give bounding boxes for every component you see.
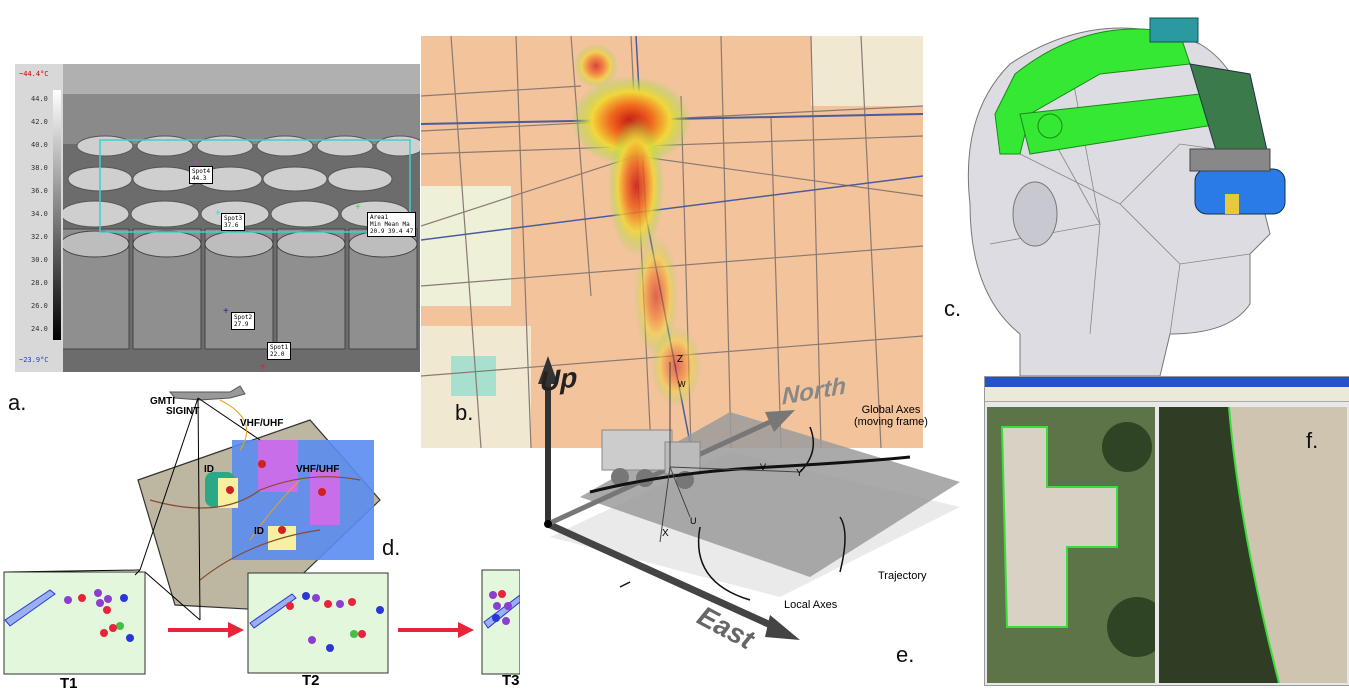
tracking-diagram-panel: GMTI SIGINT VHF/UHF VHF/UHF ID ID T1 T2 [0,380,521,692]
head-mounted-device-panel [950,4,1336,377]
scale-min: ~23.9°C [19,356,49,364]
axis-v: V [760,462,767,472]
id-label-bottom: ID [254,526,264,537]
spot-label: Spot3 37.6 [221,213,246,231]
panel-letter-c: c. [944,296,962,321]
scale-tick: 26.0 [31,302,48,310]
scale-max: ~44.4°C [19,70,49,78]
area-values: 20.9 39.4 47 [370,228,414,235]
frame-label-t1: T1 [60,675,78,692]
axis-w: W [678,380,686,389]
id-label-top: ID [204,464,214,475]
scale-tick: 24.0 [31,325,48,333]
panel-letter-e: e. [896,642,915,667]
scale-tick: 38.0 [31,164,48,172]
vhf-uhf-label-top: VHF/UHF [240,418,284,429]
panel-letter-b: b. [455,400,474,425]
panel-letter-f: f. [1306,428,1319,453]
scale-tick: 40.0 [31,141,48,149]
thermal-image-panel: + + + + + ~44.4°C 44.0 42.0 40.0 38.0 36… [15,64,420,372]
scale-tick: 42.0 [31,118,48,126]
panel-letter-d: d. [382,535,401,560]
area-name: Area1 [370,214,389,221]
trajectory-label: Trajectory [878,570,927,582]
global-axes-title: Global Axes [861,404,921,416]
svg-text:+: + [260,362,266,372]
scale-tick: 32.0 [31,233,48,241]
toolbar[interactable] [985,387,1349,402]
head-model [967,17,1286,377]
vhf-uhf-label-mid: VHF/UHF [296,464,340,475]
street-map [421,36,923,448]
scale-tick: 34.0 [31,210,48,218]
spot-value: 37.6 [224,222,239,229]
aerial-image-left [987,407,1167,683]
axis-y: Y [796,468,803,479]
frame-label-t3: T3 [502,672,520,689]
thermal-scene: + + + + + [60,64,420,372]
area-header: Min Mean Ma [370,221,410,228]
heatmap-map-panel [421,36,923,448]
panel-letter-a: a. [8,390,27,415]
gmti-label: GMTI [150,396,175,407]
spot-label: Spot2 27.9 [231,312,256,330]
svg-text:+: + [223,306,229,317]
axes-diagram-panel: Up North East Z W V Y U X Global Axes (mo… [520,342,980,687]
spot-name: Spot4 [192,168,211,175]
local-axes-label: Local Axes [784,599,838,611]
scale-tick: 36.0 [31,187,48,195]
spot-label: Spot4 44.3 [189,166,214,184]
segmentation-app-panel [984,376,1349,686]
svg-text:+: + [193,158,199,169]
spot-name: Spot1 [270,344,289,351]
axis-label-up: Up [540,361,578,398]
svg-text:+: + [355,202,361,213]
scale-tick: 28.0 [31,279,48,287]
scale-gradient [53,90,61,340]
frame-label-t2: T2 [302,672,320,689]
spot-value: 27.9 [234,321,249,328]
spot-value: 22.0 [270,351,285,358]
spot-name: Spot2 [234,314,253,321]
tracking-diagram [3,385,521,675]
temperature-scale: ~44.4°C 44.0 42.0 40.0 38.0 36.0 34.0 32… [15,64,63,372]
global-axes-label: Global Axes (moving frame) [854,404,928,428]
global-axes-subtitle: (moving frame) [854,416,928,428]
sigint-label: SIGINT [166,406,200,417]
window-titlebar [985,377,1349,387]
axis-z: Z [677,354,684,365]
spot-label: Spot1 22.0 [267,342,292,360]
axis-u: U [690,516,697,526]
axis-x: X [662,528,669,539]
aerial-image-right [1159,406,1347,684]
scale-tick: 44.0 [31,95,48,103]
svg-text:+: + [215,208,221,219]
spot-name: Spot3 [224,215,243,222]
area-label: Area1 Min Mean Ma 20.9 39.4 47 [367,212,417,237]
axes-diagram [538,356,960,640]
spot-value: 44.3 [192,175,207,182]
scale-tick: 30.0 [31,256,48,264]
